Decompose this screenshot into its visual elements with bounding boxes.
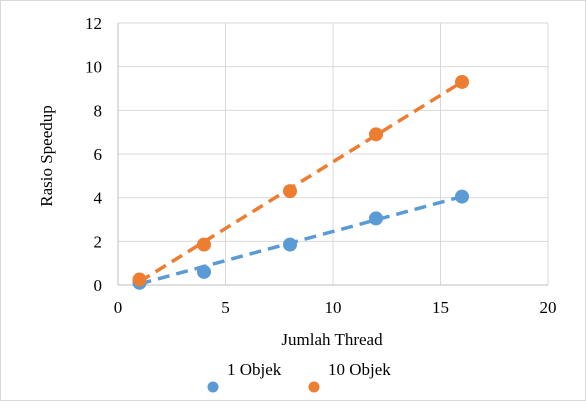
data-point — [197, 237, 211, 252]
x-tick-label: 10 — [325, 298, 342, 317]
legend-marker — [308, 381, 320, 393]
legend-marker — [207, 381, 219, 393]
y-tick-label: 6 — [94, 145, 103, 164]
trendlines — [138, 80, 463, 286]
y-tick-label: 8 — [94, 101, 103, 120]
legend-label: 10 Objek — [328, 360, 391, 379]
data-point — [369, 211, 383, 226]
y-tick-label: 4 — [94, 189, 103, 208]
y-tick-label: 12 — [85, 14, 102, 33]
data-point — [197, 264, 211, 279]
legend-label: 1 Objek — [227, 360, 282, 379]
y-tick-label: 2 — [94, 232, 103, 251]
legend: 1 Objek 10 Objek — [207, 360, 391, 393]
x-tick-label: 20 — [540, 298, 557, 317]
data-point — [369, 127, 383, 142]
axes: 0 2 4 6 8 10 12 0 5 10 15 20 — [85, 14, 557, 317]
y-axis-title: Rasio Speedup — [37, 105, 56, 207]
trendline — [138, 80, 463, 284]
x-axis-title: Jumlah Thread — [281, 330, 383, 349]
data-point — [132, 272, 147, 287]
x-tick-label: 0 — [114, 298, 123, 317]
data-point — [283, 237, 297, 252]
x-tick-label: 15 — [432, 298, 449, 317]
y-tick-label: 0 — [94, 276, 103, 295]
data-points — [132, 74, 469, 290]
y-tick-label: 10 — [85, 58, 102, 77]
data-point — [283, 184, 297, 199]
data-point — [455, 74, 469, 89]
data-point — [455, 189, 469, 204]
x-tick-label: 5 — [221, 298, 230, 317]
